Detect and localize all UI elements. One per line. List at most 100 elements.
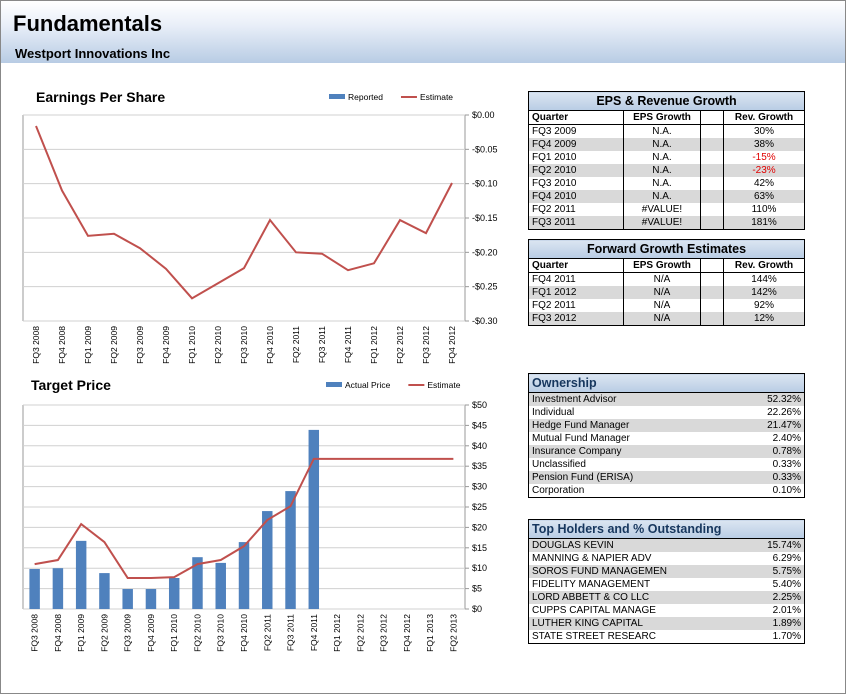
table-row: FQ3 2009 N.A. 30% (529, 124, 805, 138)
bar (262, 511, 273, 609)
holder-percent: 1.70% (772, 631, 801, 642)
column-header: Quarter (528, 110, 624, 125)
holder-name: LORD ABBETT & CO LLC (528, 591, 744, 604)
legend-label: Estimate (427, 380, 460, 390)
table-row: STATE STREET RESEARC 1.70% (529, 630, 805, 644)
holder-name: DOUGLAS KEVIN (528, 538, 744, 552)
table-row: FQ3 2011 #VALUE! 181% (528, 216, 805, 230)
x-tick-label: FQ2 2012 (395, 326, 405, 364)
x-tick-label: FQ1 2009 (83, 326, 93, 364)
line-series (34, 457, 454, 579)
quarter: FQ2 2011 (532, 204, 576, 215)
spacer (700, 138, 724, 151)
table-row: Investment Advisor 52.32% (528, 392, 805, 406)
x-tick-label: FQ4 2012 (402, 614, 412, 652)
table-row: FQ1 2010 N.A. -15% (529, 151, 805, 164)
table-row: FQ3 2012 N/A 12% (528, 312, 805, 326)
quarter: FQ3 2009 (532, 126, 577, 137)
table-row: DOUGLAS KEVIN 15.74% (528, 538, 805, 552)
table-row: Pension Fund (ERISA) 0.33% (528, 471, 805, 484)
y-tick-label: -$0.30 (472, 316, 498, 326)
x-tick-label: FQ2 2010 (192, 614, 202, 652)
holder-name: Individual (532, 407, 575, 418)
caption-row: Forward Growth Estimates (528, 239, 805, 259)
x-tick-label: FQ2 2009 (109, 326, 119, 364)
holder-name: Investment Advisor (528, 392, 730, 406)
holder-name: Hedge Fund Manager (528, 419, 730, 432)
x-tick-label: FQ1 2013 (425, 614, 435, 652)
header-row: Quarter EPS Growth Rev. Growth (528, 258, 805, 273)
x-tick-label: FQ2 2012 (355, 614, 365, 652)
y-tick-label: $0.00 (472, 110, 495, 120)
spacer (700, 258, 724, 273)
y-tick-label: $30 (472, 482, 487, 492)
eps-growth: #VALUE! (623, 216, 701, 230)
table-row: Hedge Fund Manager 21.47% (528, 419, 805, 432)
legend-label: Actual Price (345, 380, 391, 390)
eps-growth: N.A. (623, 190, 701, 203)
header: Fundamentals Westport Innovations Inc (1, 1, 845, 63)
page-title: Fundamentals (13, 11, 163, 36)
table-row: Mutual Fund Manager 2.40% (529, 432, 805, 445)
rev-growth: 63% (723, 190, 805, 203)
caption-row: Ownership (528, 373, 805, 393)
quarter: FQ3 2010 (532, 178, 577, 189)
spacer (700, 272, 724, 286)
spacer (700, 190, 724, 203)
table-row: LUTHER KING CAPITAL 1.89% (528, 617, 805, 630)
x-tick-label: FQ1 2012 (332, 614, 342, 652)
rev-growth: 181% (723, 216, 805, 230)
bar (308, 429, 320, 609)
x-tick-label: FQ4 2011 (309, 614, 319, 651)
eps-growth: N/A (623, 286, 701, 299)
table-title: Ownership (528, 373, 805, 393)
holder-name: Mutual Fund Manager (532, 433, 630, 444)
table-row: Individual 22.26% (529, 406, 805, 419)
quarter: FQ3 2011 (528, 216, 624, 230)
x-tick-label: FQ4 2010 (265, 326, 275, 364)
holder-percent: 0.33% (729, 471, 805, 484)
rev-growth: 144% (723, 272, 805, 286)
x-tick-label: FQ3 2010 (216, 614, 226, 652)
x-tick-label: FQ4 2009 (146, 614, 156, 652)
y-tick-label: -$0.25 (472, 282, 498, 292)
holder-percent: 22.26% (767, 407, 801, 418)
spacer (700, 312, 724, 326)
eps-growth: N/A (623, 312, 701, 326)
table-row: Unclassified 0.33% (529, 458, 805, 471)
table-row: LORD ABBETT & CO LLC 2.25% (528, 591, 805, 604)
holder-name: Insurance Company (528, 445, 730, 458)
holder-percent: 2.01% (772, 605, 801, 616)
header-row: Quarter EPS Growth Rev. Growth (528, 110, 805, 125)
quarter: FQ3 2012 (528, 312, 624, 326)
legend-label: Estimate (420, 92, 453, 102)
column-header: Rev. Growth (723, 110, 805, 125)
quarter: FQ4 2011 (532, 274, 576, 285)
rev-growth: 30% (723, 124, 805, 138)
bar (145, 589, 157, 609)
holder-percent: 5.40% (772, 579, 801, 590)
rev-growth: 110% (723, 203, 805, 216)
x-tick-label: FQ2 2011 (291, 326, 301, 363)
holder-percent: 2.40% (772, 433, 801, 444)
holder-percent: 0.10% (772, 485, 801, 496)
holder-name: Pension Fund (ERISA) (528, 471, 730, 484)
chart-title: Earnings Per Share (36, 89, 165, 105)
holder-percent: 0.33% (772, 459, 801, 470)
table-row: FQ4 2009 N.A. 38% (528, 138, 805, 151)
quarter: FQ4 2010 (528, 190, 624, 203)
legend-swatch (329, 94, 345, 99)
spacer (700, 203, 724, 216)
bar (192, 557, 203, 609)
x-tick-label: FQ4 2009 (161, 326, 171, 364)
eps-chart: Earnings Per Share $0.00 -$0.05 -$0.10 -$0.1… (22, 89, 498, 364)
ownership-table: Ownership Investment Advisor 52.32% Individ… (528, 373, 805, 498)
holder-name: SOROS FUND MANAGEMEN (528, 565, 744, 578)
company-name: Westport Innovations Inc (15, 46, 171, 61)
x-tick-label: FQ4 2008 (53, 614, 63, 652)
spacer (700, 110, 724, 125)
eps-growth: #VALUE! (623, 203, 701, 216)
table-row: Insurance Company 0.78% (528, 445, 805, 458)
line-series (35, 125, 453, 300)
x-tick-label: FQ3 2009 (135, 326, 145, 364)
